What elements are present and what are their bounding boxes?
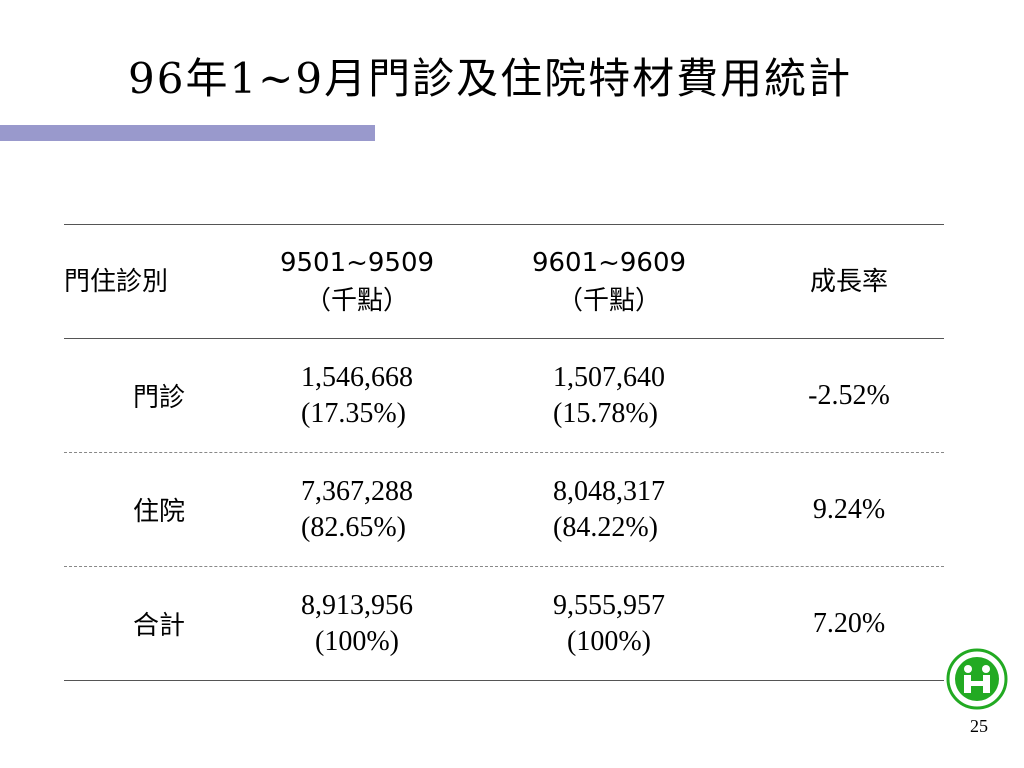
row-value-period-2: 8,048,317 <box>553 475 665 507</box>
row-value-period-2: 1,507,640 <box>553 361 665 393</box>
header-growth-label: 成長率 <box>809 266 888 297</box>
title-accent-bar <box>0 125 375 141</box>
row-share-period-1: (82.65%) <box>301 511 406 543</box>
row-label: 合計 <box>132 611 185 641</box>
row-share-period-1: (100%) <box>315 625 399 657</box>
row-value-period-1: 8,913,956 <box>301 589 413 621</box>
row-share-period-2: (100%) <box>567 625 651 657</box>
row-share-period-2: (84.22%) <box>553 511 658 543</box>
table-row: 合計 8,913,956 (100%) 9,555,957 (100%) 7.2… <box>64 567 944 681</box>
header-period-1-unit: （千點） <box>304 285 409 316</box>
row-label: 住院 <box>132 497 185 527</box>
header-period-1: 9501~9509 （千點） <box>272 225 442 338</box>
row-growth: -2.52% <box>808 379 890 411</box>
page-number: 25 <box>970 716 988 736</box>
table-row: 門診 1,546,668 (17.35%) 1,507,640 (15.78%)… <box>64 339 944 453</box>
row-value-period-1: 1,546,668 <box>301 361 413 393</box>
header-period-2-range: 9601~9609 <box>531 247 687 278</box>
row-label: 門診 <box>132 383 185 413</box>
row-share-period-1: (17.35%) <box>301 397 406 429</box>
header-period-2-unit: （千點） <box>556 285 661 316</box>
header-category: 門住診別 <box>64 225 264 338</box>
header-period-2: 9601~9609 （千點） <box>524 225 694 338</box>
row-growth: 7.20% <box>812 607 886 639</box>
header-category-label: 門住診別 <box>64 266 169 297</box>
table-header-row: 門住診別 9501~9509 （千點） 9601~9609 （千點） 成長率 <box>64 225 944 339</box>
header-growth: 成長率 <box>774 225 924 338</box>
row-value-period-1: 7,367,288 <box>301 475 413 507</box>
slide-title: 96年1~9月門診及住院特材費用統計 <box>128 54 853 103</box>
table-row: 住院 7,367,288 (82.65%) 8,048,317 (84.22%)… <box>64 453 944 567</box>
header-period-1-range: 9501~9509 <box>279 247 435 278</box>
cost-statistics-table: 門住診別 9501~9509 （千點） 9601~9609 （千點） 成長率 門… <box>64 224 944 681</box>
row-growth: 9.24% <box>812 493 886 525</box>
row-share-period-2: (15.78%) <box>553 397 658 429</box>
bnhi-logo-icon <box>946 648 1008 710</box>
row-value-period-2: 9,555,957 <box>553 589 665 621</box>
